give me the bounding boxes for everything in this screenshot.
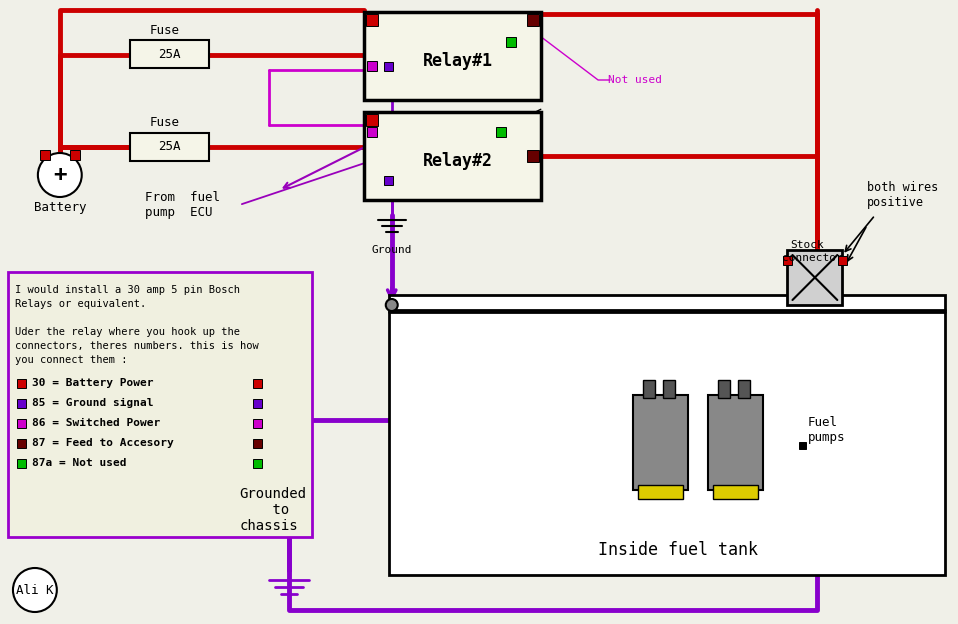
Bar bbox=[527, 14, 539, 26]
Text: Inside fuel tank: Inside fuel tank bbox=[598, 541, 758, 559]
Bar bbox=[253, 439, 262, 447]
Text: Fuse: Fuse bbox=[149, 24, 179, 36]
Bar bbox=[638, 485, 683, 499]
Bar bbox=[17, 379, 27, 388]
Text: 86 = Switched Power: 86 = Switched Power bbox=[32, 418, 160, 428]
Bar bbox=[384, 62, 393, 71]
Text: Relay#1: Relay#1 bbox=[422, 52, 492, 70]
Bar bbox=[253, 459, 262, 467]
Text: 25A: 25A bbox=[158, 47, 181, 61]
Bar bbox=[643, 380, 655, 398]
Text: both wires
positive: both wires positive bbox=[867, 181, 939, 209]
Bar bbox=[40, 150, 50, 160]
Text: Relay#2: Relay#2 bbox=[422, 152, 492, 170]
Bar bbox=[17, 459, 27, 467]
Bar bbox=[507, 37, 516, 47]
Bar bbox=[838, 255, 847, 265]
Bar bbox=[738, 380, 749, 398]
Bar bbox=[17, 419, 27, 427]
Circle shape bbox=[386, 299, 398, 311]
Bar bbox=[17, 399, 27, 407]
Bar bbox=[713, 485, 758, 499]
Bar bbox=[496, 127, 507, 137]
Bar bbox=[8, 272, 312, 537]
Text: Grounded
    to
chassis: Grounded to chassis bbox=[240, 487, 307, 533]
Bar bbox=[787, 250, 842, 305]
Bar bbox=[253, 379, 262, 388]
Text: +: + bbox=[53, 165, 66, 185]
Text: I would install a 30 amp 5 pin Bosch: I would install a 30 amp 5 pin Bosch bbox=[15, 285, 240, 295]
Bar bbox=[253, 419, 262, 427]
Text: 85 = Ground signal: 85 = Ground signal bbox=[32, 398, 153, 408]
Bar bbox=[129, 133, 210, 161]
Text: Battery: Battery bbox=[34, 202, 86, 215]
Text: From  fuel
pump  ECU: From fuel pump ECU bbox=[145, 191, 219, 219]
Bar bbox=[384, 175, 393, 185]
Text: Ground: Ground bbox=[372, 245, 412, 255]
Text: Not used: Not used bbox=[608, 75, 662, 85]
Bar bbox=[663, 380, 674, 398]
Text: 87a = Not used: 87a = Not used bbox=[32, 458, 126, 468]
Circle shape bbox=[13, 568, 57, 612]
Text: 25A: 25A bbox=[158, 140, 181, 154]
Bar bbox=[527, 150, 539, 162]
Bar bbox=[633, 395, 688, 490]
Text: Fuse: Fuse bbox=[149, 117, 179, 130]
Bar bbox=[718, 380, 730, 398]
Bar bbox=[783, 255, 792, 265]
Text: Ali K: Ali K bbox=[16, 583, 54, 597]
Bar bbox=[129, 40, 210, 68]
Text: Uder the relay where you hook up the: Uder the relay where you hook up the bbox=[15, 327, 240, 337]
Bar bbox=[367, 61, 376, 71]
Bar bbox=[708, 395, 763, 490]
Bar bbox=[366, 14, 377, 26]
Bar bbox=[366, 114, 377, 126]
Bar bbox=[367, 127, 376, 137]
Text: 87 = Feed to Accesory: 87 = Feed to Accesory bbox=[32, 438, 173, 448]
Text: Fuel
pumps: Fuel pumps bbox=[808, 416, 845, 444]
Text: Relays or equivalent.: Relays or equivalent. bbox=[15, 299, 147, 309]
Bar bbox=[17, 439, 27, 447]
Bar bbox=[70, 150, 80, 160]
Bar bbox=[253, 399, 262, 407]
Bar bbox=[389, 295, 945, 575]
Text: you connect them :: you connect them : bbox=[15, 355, 127, 365]
Text: 30 = Battery Power: 30 = Battery Power bbox=[32, 378, 153, 388]
Text: connectors, theres numbers. this is how: connectors, theres numbers. this is how bbox=[15, 341, 259, 351]
Bar bbox=[364, 112, 541, 200]
Bar bbox=[799, 442, 806, 449]
Circle shape bbox=[38, 153, 81, 197]
Text: Stock: Stock bbox=[790, 240, 824, 250]
Text: connector: connector bbox=[782, 253, 843, 263]
Bar bbox=[364, 12, 541, 100]
